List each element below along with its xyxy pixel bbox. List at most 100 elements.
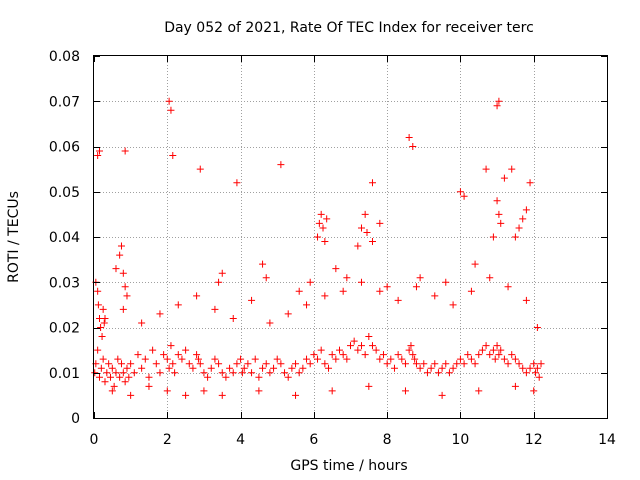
data-point — [127, 360, 135, 368]
x-tick-label: 4 — [236, 432, 245, 448]
data-point — [387, 355, 395, 363]
data-point — [368, 238, 376, 246]
data-point — [101, 314, 109, 322]
data-point — [407, 342, 415, 350]
data-point — [449, 364, 457, 372]
data-point — [328, 351, 336, 359]
data-point — [431, 360, 439, 368]
data-point — [350, 337, 358, 345]
data-point — [317, 210, 325, 218]
data-point — [277, 161, 285, 169]
data-point — [339, 287, 347, 295]
data-point — [493, 102, 501, 110]
data-point — [522, 296, 530, 304]
data-point — [117, 360, 125, 368]
data-point — [193, 292, 201, 300]
data-point — [200, 369, 208, 377]
data-point — [420, 360, 428, 368]
data-point — [321, 360, 329, 368]
data-point — [522, 206, 530, 214]
data-point — [416, 364, 424, 372]
data-point — [328, 387, 336, 395]
data-point — [299, 364, 307, 372]
data-point — [98, 333, 106, 341]
data-point — [101, 378, 109, 386]
data-point — [303, 301, 311, 309]
data-point — [497, 219, 505, 227]
data-point — [314, 233, 322, 241]
x-tick-label: 0 — [90, 432, 99, 448]
data-point — [116, 251, 124, 259]
data-point — [189, 364, 197, 372]
data-point — [343, 355, 351, 363]
data-point — [218, 269, 226, 277]
data-point — [244, 360, 252, 368]
data-point — [200, 387, 208, 395]
x-tick-labels: 0 2 4 6 8 10 12 14 — [90, 432, 616, 448]
data-point — [248, 369, 256, 377]
data-point — [108, 387, 116, 395]
data-point — [504, 360, 512, 368]
y-tick-label: 0.04 — [49, 230, 80, 246]
data-point — [163, 355, 171, 363]
data-point — [508, 351, 516, 359]
data-point — [486, 274, 494, 282]
data-point — [489, 346, 497, 354]
data-point — [196, 165, 204, 173]
x-tick-label: 8 — [383, 432, 392, 448]
data-point — [238, 369, 246, 377]
data-point — [100, 319, 108, 327]
data-point — [211, 305, 219, 313]
data-point — [401, 387, 409, 395]
data-point — [445, 369, 453, 377]
data-point — [125, 373, 133, 381]
data-point — [416, 274, 424, 282]
data-point — [361, 210, 369, 218]
data-point — [266, 369, 274, 377]
data-point — [215, 278, 223, 286]
data-point — [207, 364, 215, 372]
data-point — [222, 373, 230, 381]
data-point — [288, 364, 296, 372]
y-tick-label: 0.06 — [49, 140, 80, 156]
data-point — [519, 364, 527, 372]
data-point — [475, 351, 483, 359]
data-point — [533, 324, 541, 331]
data-point — [218, 391, 226, 399]
data-point — [106, 373, 114, 381]
data-point — [493, 342, 501, 350]
data-point — [156, 369, 164, 377]
plot-frame — [93, 55, 608, 419]
data-point — [456, 355, 464, 363]
data-point — [522, 369, 530, 377]
data-point — [482, 165, 490, 173]
y-tick-label: 0.07 — [49, 94, 80, 110]
data-point — [117, 242, 125, 250]
data-point — [533, 364, 541, 372]
data-point — [343, 274, 351, 282]
data-point — [467, 355, 475, 363]
data-point — [292, 391, 300, 399]
data-point — [467, 287, 475, 295]
data-point — [229, 369, 237, 377]
data-point — [442, 278, 450, 286]
data-point — [138, 364, 146, 372]
data-point — [491, 355, 499, 363]
data-point — [281, 369, 289, 377]
data-point — [511, 355, 519, 363]
data-point — [123, 292, 131, 300]
data-point — [303, 355, 311, 363]
data-point — [332, 265, 340, 273]
data-point — [530, 360, 538, 368]
y-axis-label: ROTI / TECUs — [6, 191, 22, 283]
data-point — [94, 346, 102, 354]
data-point — [112, 369, 120, 377]
data-point — [116, 373, 124, 381]
data-point — [119, 369, 127, 377]
x-tick-label: 12 — [525, 432, 543, 448]
data-point — [108, 364, 116, 372]
data-point — [412, 283, 420, 291]
data-point — [259, 364, 267, 372]
data-point — [405, 133, 413, 141]
data-point — [262, 360, 270, 368]
